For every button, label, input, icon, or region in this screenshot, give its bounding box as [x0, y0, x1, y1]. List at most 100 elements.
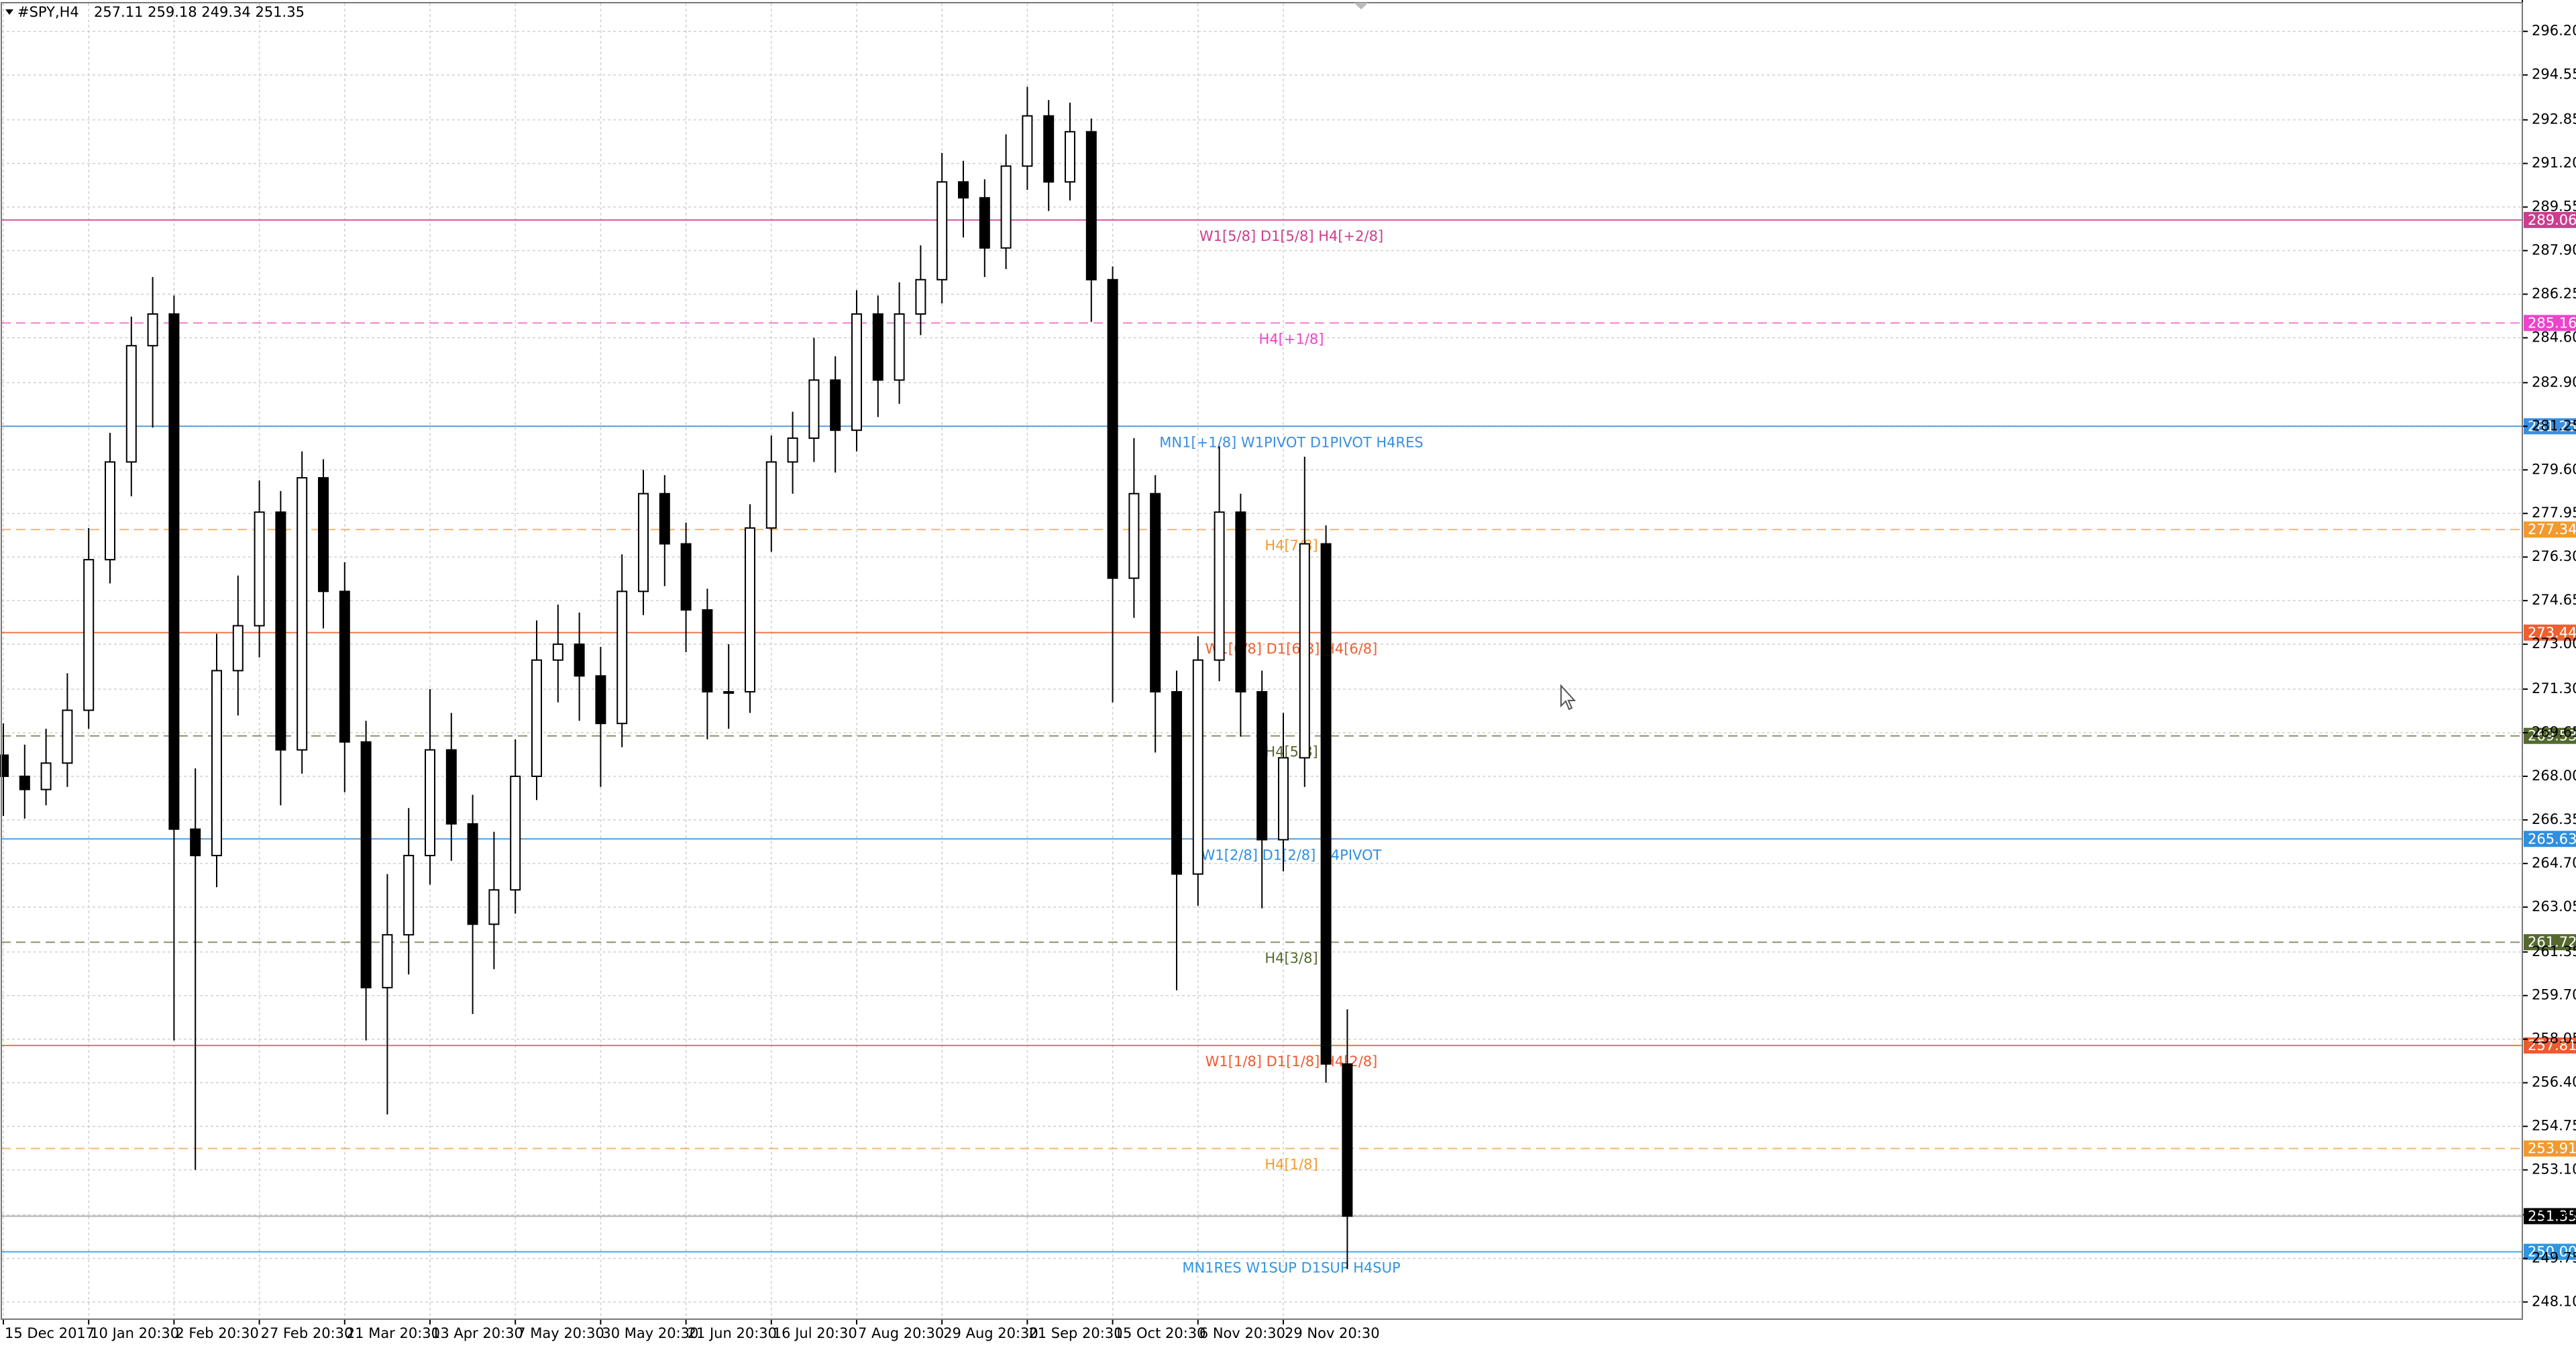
- candle-body: [339, 590, 350, 743]
- candle-body: [1214, 511, 1225, 661]
- price-tag-label: 253.91: [2528, 1141, 2576, 1157]
- candle-body: [723, 690, 735, 694]
- candle-body: [425, 749, 435, 857]
- candle-body: [787, 437, 798, 463]
- scroll-marker: [1354, 3, 1368, 9]
- candle-body: [1065, 131, 1075, 183]
- x-tick-label: 30 May 20:30: [602, 1325, 698, 1341]
- candle-body: [574, 643, 585, 677]
- candle-body: [979, 197, 990, 249]
- level-label: H4[+1/8]: [1259, 331, 1324, 347]
- x-tick-label: 15 Dec 2017: [5, 1325, 95, 1341]
- x-tick-label: 7 Aug 20:30: [858, 1325, 944, 1341]
- candle-body: [1235, 511, 1246, 692]
- candle-body: [894, 313, 905, 381]
- y-tick-label: 253.10: [2532, 1161, 2576, 1178]
- y-tick-label: 274.65: [2532, 592, 2576, 608]
- price-tag-label: 285.16: [2528, 315, 2576, 331]
- x-tick-label: 10 Jan 20:30: [90, 1325, 179, 1341]
- y-tick-label: 296.20: [2532, 23, 2576, 39]
- price-tag: [2524, 934, 2576, 951]
- candle-body: [702, 609, 713, 692]
- price-tag-label: 250.00: [2528, 1244, 2576, 1260]
- level-label: H4[3/8]: [1265, 950, 1318, 966]
- price-tag: [2524, 1243, 2576, 1260]
- candle-body: [403, 855, 415, 936]
- candle-body: [638, 493, 649, 592]
- y-tick-label: 289.55: [2532, 199, 2576, 215]
- x-tick-label: 29 Aug 20:30: [943, 1325, 1038, 1341]
- candle-body: [318, 477, 329, 592]
- grid: [1, 3, 2522, 1319]
- mouse-cursor: [1560, 684, 1576, 711]
- candle-body: [168, 313, 180, 830]
- x-tick-label: 7 May 20:30: [517, 1325, 604, 1341]
- y-tick-label: 266.35: [2532, 811, 2576, 827]
- level-label: H4[1/8]: [1265, 1157, 1318, 1173]
- x-tick-label: 2 Feb 20:30: [175, 1325, 258, 1341]
- candle-body: [680, 543, 692, 611]
- price-tag: [2524, 1140, 2576, 1157]
- y-tick-label: 279.60: [2532, 461, 2576, 477]
- candle-body: [1000, 165, 1012, 249]
- y-tick-label: 286.25: [2532, 285, 2576, 301]
- price-tag-label: 277.34: [2528, 521, 2576, 537]
- y-tick-label: 291.20: [2532, 155, 2576, 171]
- x-tick-label: 21 Jun 20:30: [688, 1325, 777, 1341]
- candle-body: [1342, 1063, 1353, 1217]
- x-tick-label: 27 Feb 20:30: [261, 1325, 354, 1341]
- y-tick-label: 248.10: [2532, 1293, 2576, 1309]
- price-tag: [2524, 418, 2576, 435]
- candle-body: [275, 511, 286, 751]
- candle-body: [510, 775, 521, 891]
- candle-body: [211, 670, 222, 857]
- y-tick-label: 256.40: [2532, 1074, 2576, 1090]
- candle-body: [1150, 493, 1161, 692]
- axis: 296.20 294.55 292.85 291.20 289.55 287.90 286.…: [3, 0, 2576, 1341]
- price-tag-label: 251.35: [2528, 1208, 2576, 1224]
- candle-body: [745, 527, 755, 692]
- candle-body: [19, 775, 30, 790]
- level-label: W1[6/8] D1[6/8] H4[6/8]: [1205, 641, 1378, 657]
- candle-body: [1278, 757, 1289, 841]
- price-tag: [2524, 521, 2576, 538]
- price-tag: [2524, 1208, 2576, 1225]
- menu-triangle[interactable]: [5, 9, 13, 15]
- price-tag-label: 281.25: [2528, 418, 2576, 434]
- x-tick-label: 21 Mar 20:30: [346, 1325, 440, 1341]
- candle-body: [552, 643, 564, 661]
- x-tick-label: 15 Oct 20:30: [1114, 1325, 1206, 1341]
- candle-body: [1320, 543, 1332, 1065]
- y-tick-label: 292.85: [2532, 111, 2576, 127]
- candle-body: [488, 889, 500, 925]
- candle-body: [531, 659, 542, 777]
- y-tick-label: 261.35: [2532, 943, 2576, 960]
- price-tag-label: 265.63: [2528, 831, 2576, 847]
- candle-body: [1043, 115, 1055, 183]
- level-label: W1[2/8] D1[2/8] H4PIVOT: [1201, 847, 1382, 863]
- candles: [0, 87, 1353, 1270]
- candle-body: [147, 313, 158, 347]
- candle-body: [1256, 690, 1268, 841]
- price-tag-label: 289.06: [2528, 212, 2576, 228]
- candle-body: [958, 181, 969, 199]
- candle-body: [765, 461, 777, 529]
- candle-body: [936, 181, 948, 280]
- candle-body: [62, 709, 73, 764]
- y-tick-label: 264.70: [2532, 855, 2576, 871]
- candle-body: [254, 511, 265, 627]
- candle-body: [1128, 493, 1140, 579]
- candle-body: [872, 313, 883, 381]
- candle-body: [1171, 690, 1182, 875]
- candle-body: [190, 828, 201, 857]
- y-tick-label: 258.05: [2532, 1031, 2576, 1047]
- y-tick-label: 284.60: [2532, 329, 2576, 345]
- y-tick-label: 249.75: [2532, 1249, 2576, 1265]
- y-tick-label: 276.30: [2532, 548, 2576, 564]
- candle-body: [616, 590, 628, 725]
- candle-body: [1107, 278, 1118, 579]
- x-tick-label: 21 Sep 20:30: [1028, 1325, 1122, 1341]
- y-tick-label: 281.25: [2532, 417, 2576, 433]
